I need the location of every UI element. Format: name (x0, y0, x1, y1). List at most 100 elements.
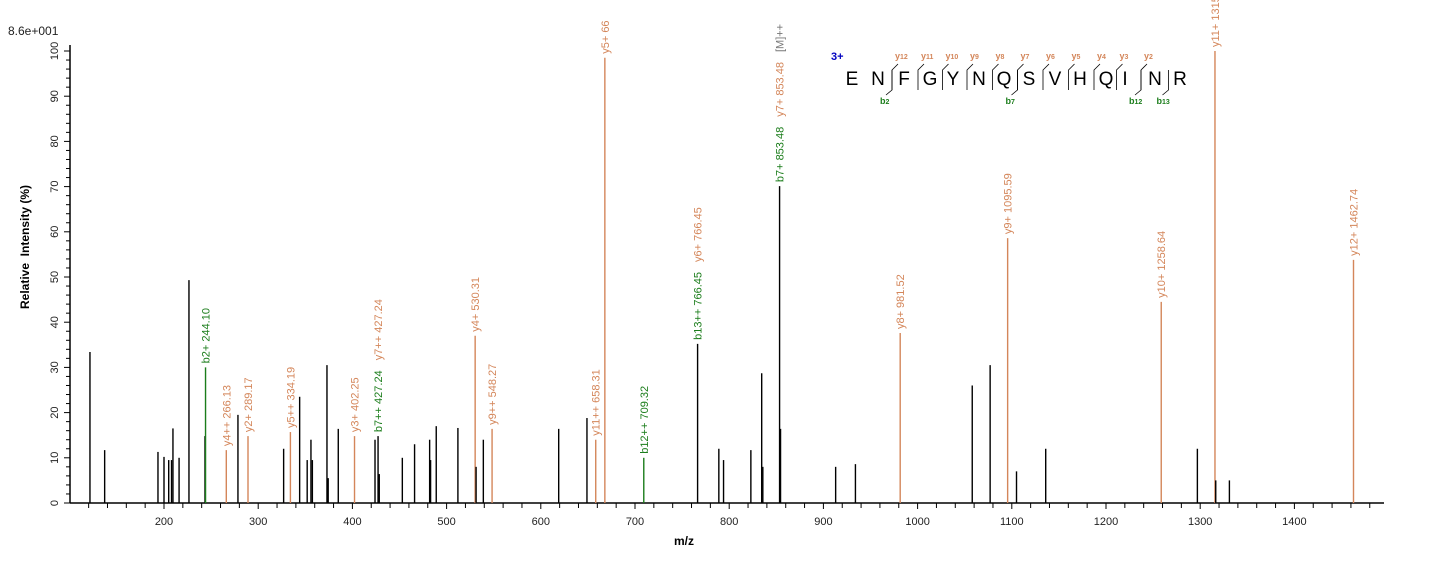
y-ion-label: y11 (921, 51, 934, 61)
x-tick-label: 900 (814, 516, 832, 528)
ion-number: 6 (1051, 54, 1055, 61)
y-ion-label: y5 (1072, 51, 1081, 61)
peak-label: b13++ 766.45 (693, 272, 705, 340)
ion-number: 12 (900, 54, 908, 61)
b-cleavage-mark (1011, 70, 1018, 96)
y-cleavage-mark (966, 63, 974, 90)
y-tick-label: 10 (49, 452, 61, 464)
y-cleavage-mark (1042, 63, 1050, 90)
y-ion-label: y12 (895, 51, 908, 61)
peak-label: y5++ 334.19 (285, 367, 297, 428)
peak-label: y9+ 1095.59 (1003, 173, 1015, 234)
ion-number: 4 (1102, 54, 1106, 61)
ion-number: 7 (1026, 54, 1030, 61)
b-ion-label: b13 (1157, 96, 1170, 106)
y-ion-label: y6 (1046, 51, 1055, 61)
y-ion-label: y9 (970, 51, 979, 61)
y-axis-title: Relative Intensity (%) (18, 185, 32, 309)
y-tick-label: 20 (49, 406, 61, 418)
residue: Q (1099, 69, 1114, 90)
charge-state: 3+ (831, 51, 844, 63)
x-tick-label: 200 (155, 516, 173, 528)
x-tick-label: 1000 (905, 516, 929, 528)
residue: F (898, 69, 910, 90)
peak-label: y9++ 548.27 (487, 364, 499, 425)
residue: I (1122, 69, 1127, 90)
y-tick-label: 40 (49, 316, 61, 328)
y-ion-label: y2 (1144, 51, 1153, 61)
x-tick-label: 600 (532, 516, 550, 528)
y-tick-label: 60 (49, 226, 61, 238)
ion-number: 2 (886, 99, 890, 106)
y-tick-label: 70 (49, 180, 61, 192)
residue: R (1173, 69, 1187, 90)
residue: Y (947, 69, 960, 90)
y-cleavage-mark (992, 63, 999, 90)
b-ion-label: b12 (1129, 96, 1142, 106)
peak-label: y5+ 66 (600, 20, 612, 53)
peak-label: y12+ 1462.74 (1349, 189, 1361, 256)
y-ion-label: y3 (1120, 51, 1129, 61)
x-tick-label: 700 (626, 516, 644, 528)
ion-number: 2 (1149, 54, 1153, 61)
ion-number: 9 (975, 54, 979, 61)
x-tick-label: 1200 (1094, 516, 1118, 528)
y-cleavage-mark (1068, 63, 1075, 90)
x-tick-label: 500 (437, 516, 455, 528)
y-ion-label: y7 (1021, 51, 1030, 61)
y-ion-label: y8 (996, 51, 1005, 61)
peak-label: y4+ 530.31 (470, 277, 482, 332)
peak-label: b7+ 853.48 (775, 127, 787, 182)
axes: 0 10 20 30 40 50 60 70 80 90 100 200 300 400 500 600 700… (49, 42, 1384, 528)
y-cleavage-mark (1093, 63, 1101, 90)
peak-label: y2+ 289.17 (243, 377, 255, 432)
peak-label: y3+ 402.25 (350, 377, 362, 432)
residue: N (1148, 69, 1162, 90)
peak-label: y4++ 266.13 (221, 385, 233, 446)
ion-number: 10 (951, 54, 959, 61)
y-cleavage-mark (1140, 63, 1148, 90)
x-axis-title: m/z (674, 534, 694, 548)
x-tick-label: 300 (249, 516, 267, 528)
x-tick-label: 800 (720, 516, 738, 528)
peak-label: y11+ 1315.68 (1210, 0, 1222, 47)
y-tick-label: 50 (49, 271, 61, 283)
b-ion-label: b7 (1006, 96, 1016, 106)
ion-number: 3 (1125, 54, 1129, 61)
y-tick-label: 30 (49, 361, 61, 373)
peak-label: y10+ 1258.64 (1156, 231, 1168, 298)
residue: H (1073, 69, 1087, 90)
peak-label: y7+ 853.48 (775, 62, 787, 117)
peak-label: y7++ 427.24 (373, 299, 385, 360)
peak-label: [M]++ (775, 24, 787, 52)
peak-label: y8+ 981.52 (895, 274, 907, 329)
residue: S (1023, 69, 1036, 90)
residue: E (846, 69, 859, 90)
residue: G (923, 69, 938, 90)
residue: V (1049, 69, 1062, 90)
ion-number: 5 (1077, 54, 1081, 61)
y-cleavage-mark (891, 63, 899, 90)
ion-number: 8 (1001, 54, 1005, 61)
b-cleavage-mark (1134, 70, 1142, 96)
y-cleavage-mark (1116, 63, 1123, 90)
peaks: b2+ 244.10 y4++ 266.13 y2+ 289.17 y5++ 334.… (89, 0, 1361, 503)
peak-label: y6+ 766.45 (693, 207, 705, 262)
y-ion-label: y4 (1097, 51, 1106, 61)
y-tick-label: 100 (49, 42, 61, 60)
y-tick-label: 90 (49, 90, 61, 102)
residue: Q (997, 69, 1012, 90)
y-cleavage-mark (917, 63, 925, 90)
peak-label: y11++ 658.31 (591, 369, 603, 435)
x-tick-label: 400 (343, 516, 361, 528)
y-tick-label: 80 (49, 135, 61, 147)
ion-number: 13 (1162, 99, 1170, 106)
x-tick-label: 1400 (1282, 516, 1306, 528)
ion-number: 7 (1011, 99, 1015, 106)
y-cleavage-mark (942, 63, 949, 90)
residue: N (871, 69, 885, 90)
residue: N (972, 69, 986, 90)
peak-label: b2+ 244.10 (201, 308, 213, 363)
ion-number: 12 (1135, 99, 1143, 106)
